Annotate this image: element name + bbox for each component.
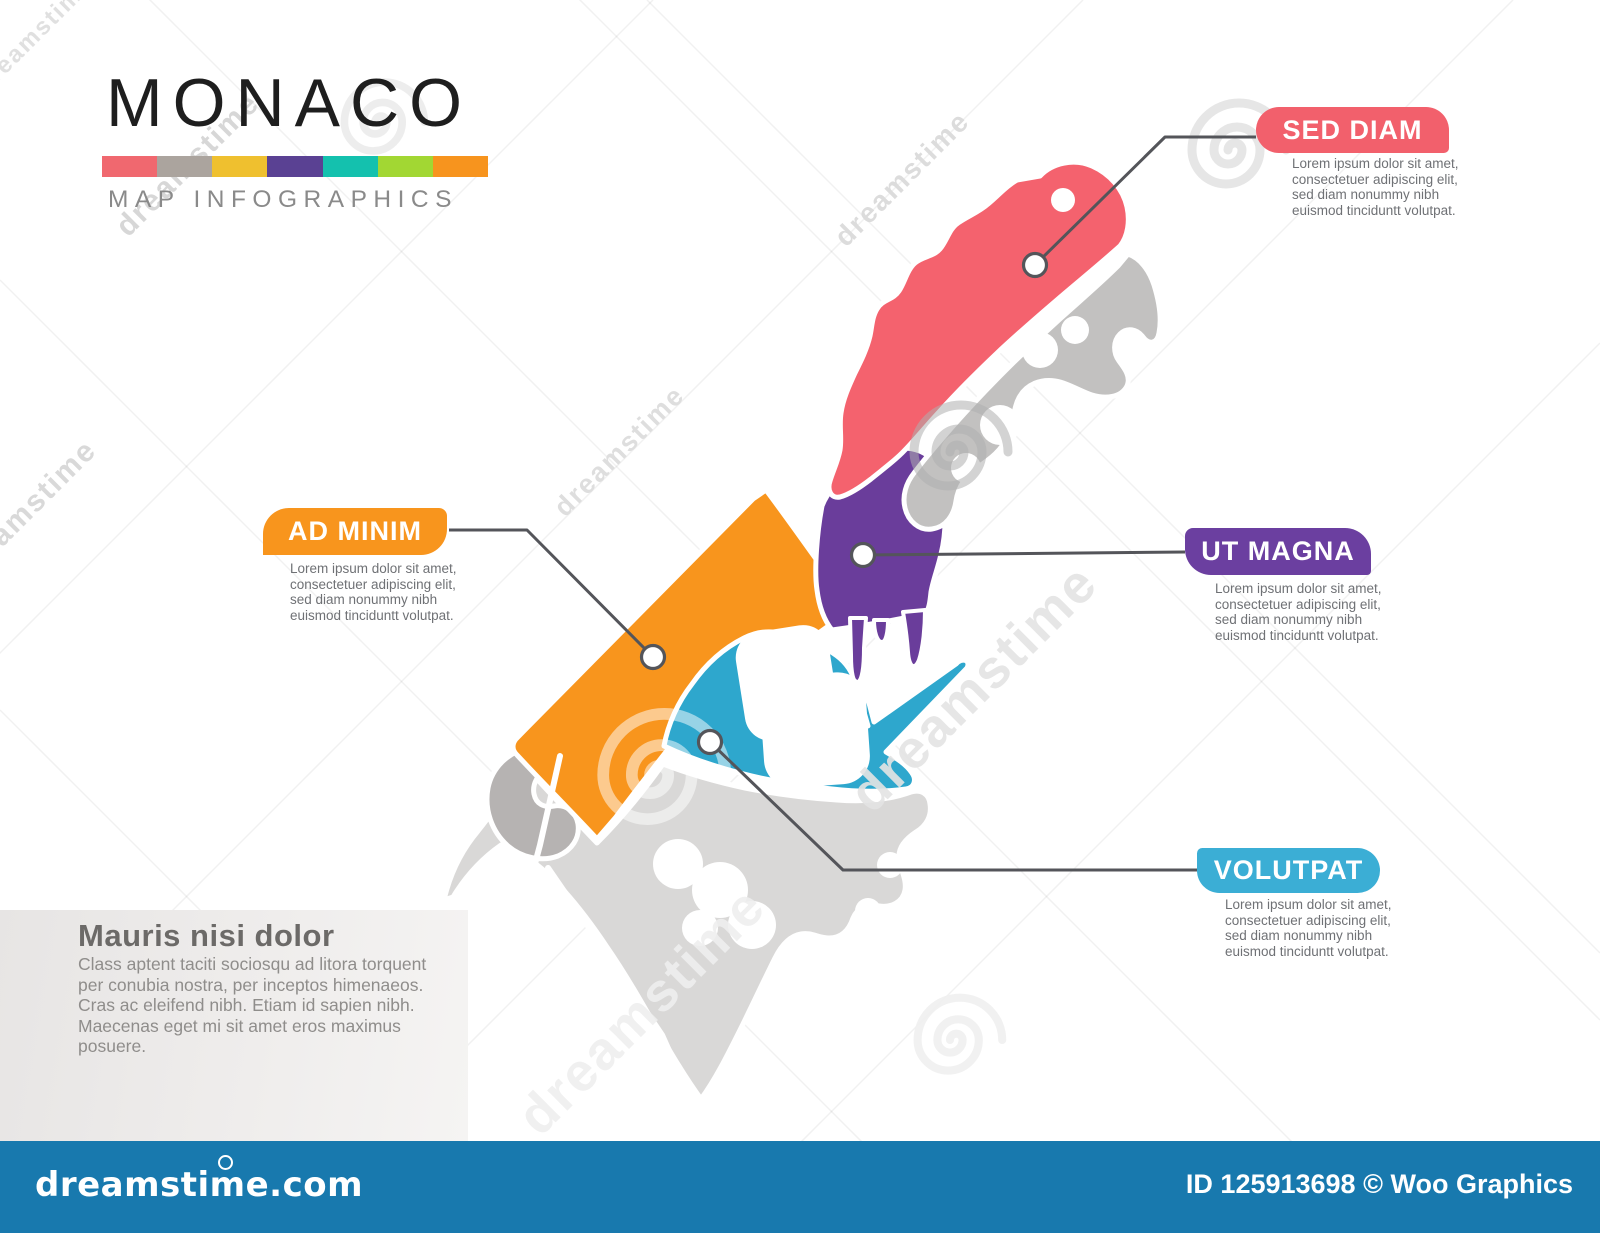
leader-ad-minim [449,528,655,659]
marker-ut-magna [849,541,877,569]
lowland-bay-cutout [682,910,718,946]
credit-text: ID 125913698 © Woo Graphics [1185,1169,1573,1199]
palette-bar [102,156,488,177]
red-hook-notch [1051,188,1075,212]
leader-volutpat [708,740,1197,872]
callout-body-volutpat: Lorem ipsum dolor sit amet, consectetuer… [1225,897,1392,959]
palette-swatch [432,156,488,177]
region-ut-magna-drip-3 [901,608,927,669]
coast-bay-cutout [1022,332,1058,368]
marker-ad-minim [639,643,667,671]
lowland-bay-cutout [855,898,881,924]
region-ut-magna-drip-1 [848,616,868,685]
callout-body-sed-diam: Lorem ipsum dolor sit amet, consectetuer… [1292,156,1459,218]
palette-swatch [102,156,158,177]
district-border [513,753,563,938]
leader-sed-diam [1033,135,1256,267]
note-heading: Mauris nisi dolor [78,918,335,953]
region-ut-magna-drip-2 [872,618,890,644]
palette-swatch [377,156,433,177]
callout-label-sed-diam: SED DIAM [1256,107,1449,153]
dreamstime-logo: dreamstime.com [35,1165,364,1205]
note-body: Class aptent taciti sociosqu ad litora t… [78,954,427,1056]
watermark-text: dreamstime [0,433,103,590]
note-panel: Mauris nisi dolor Class aptent taciti so… [0,910,468,1141]
callout-label-volutpat: VOLUTPAT [1197,848,1380,893]
palette-swatch [157,156,213,177]
marker-sed-diam [1021,251,1049,279]
callout-label-ad-minim: AD MINIM [263,508,447,555]
district-border [545,865,693,1101]
page-subtitle: MAP INFOGRAPHICS [108,186,458,213]
callout-body-ut-magna: Lorem ipsum dolor sit amet, consectetuer… [1215,581,1382,643]
coast-bay-cutout [1061,316,1089,344]
callout-label-ut-magna: UT MAGNA [1185,528,1371,575]
palette-swatch [212,156,268,177]
palette-swatch [267,156,323,177]
page-title: MONACO [106,65,472,141]
marker-volutpat [696,728,724,756]
lowland-bay-cutout [692,862,748,918]
watermark-text: dreamstime [548,380,691,523]
leader-ut-magna [862,550,1186,557]
palette-swatch [322,156,378,177]
lowland-bay-cutout [877,852,903,878]
watermark-text: dreamstime [0,0,99,99]
dreamstime-logo-swirl-icon [218,1155,233,1170]
lowland-bay-cutout [653,839,703,889]
watermark-bar: dreamstime.com ID 125913698 © Woo Graphi… [0,1141,1600,1233]
callout-body-ad-minim: Lorem ipsum dolor sit amet, consectetuer… [290,561,457,623]
lowland-bay-cutout [728,901,776,949]
port-basin-cutout [760,672,870,788]
